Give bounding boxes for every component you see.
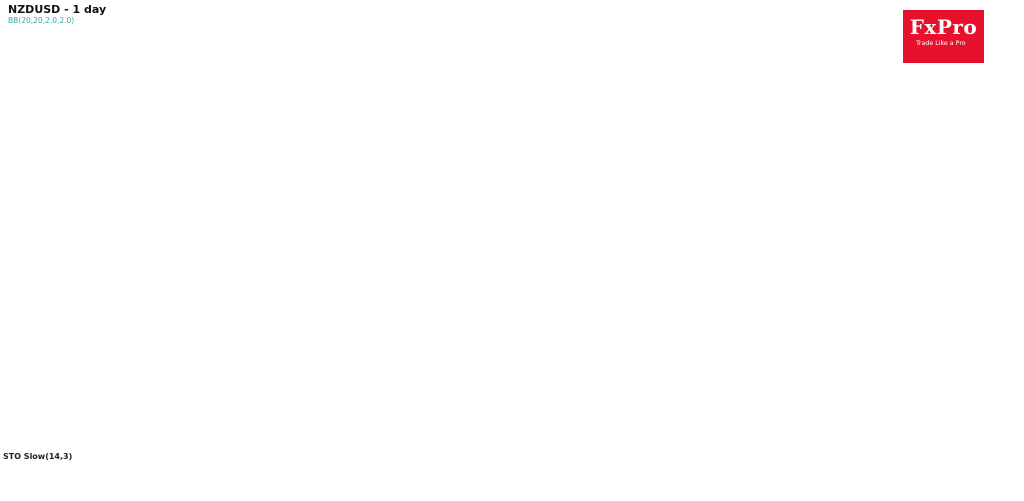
stochastic-indicator-label: STO Slow(14,3) [3,452,73,461]
chart-title: NZDUSD - 1 day [8,3,107,16]
chart-indicator-subtitle: BB(20,20,2.0,2.0) [8,16,75,25]
fxpro-logo-tagline: Trade Like a Pro [916,40,966,47]
fxpro-logo: FxPro Trade Like a Pro [903,10,984,63]
fxpro-logo-name: FxPro [909,15,978,39]
